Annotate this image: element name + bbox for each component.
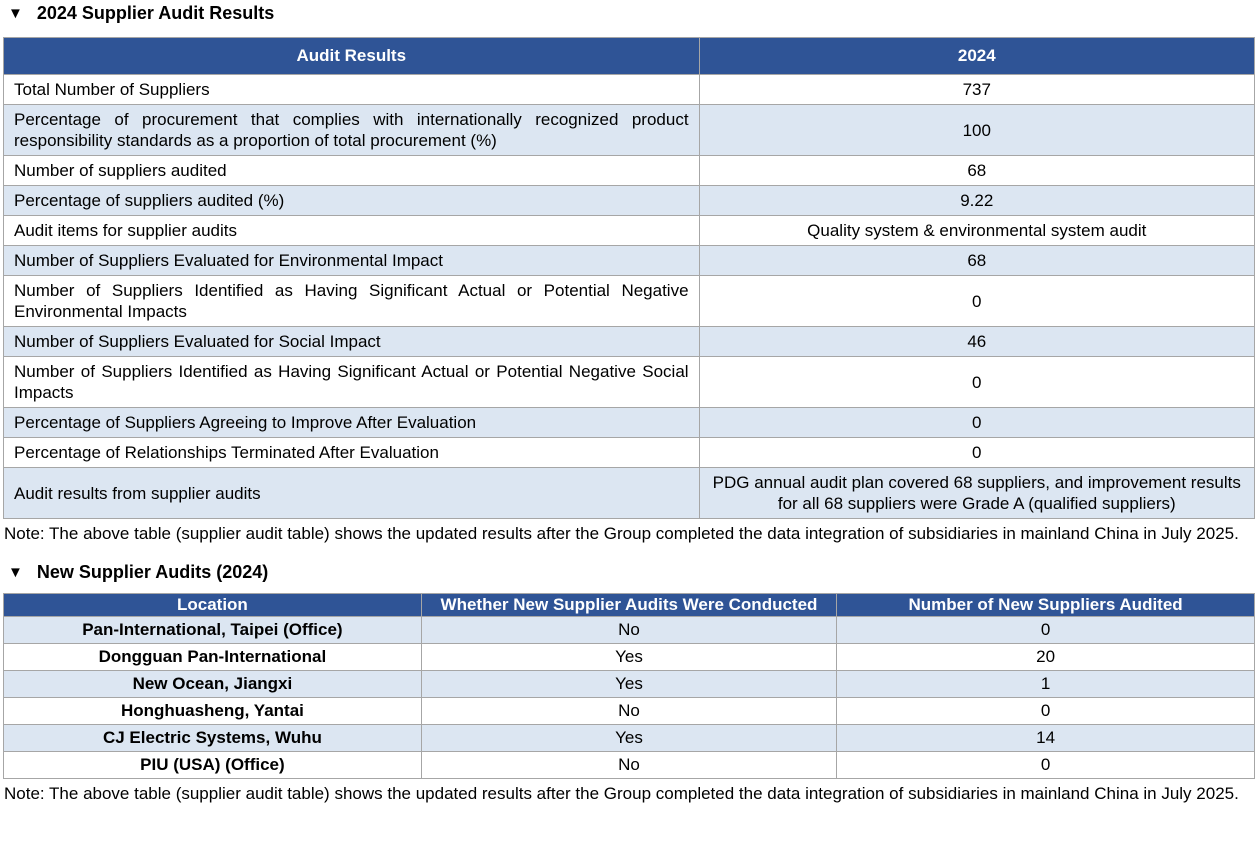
t1-header-audit-results: Audit Results [3, 37, 700, 75]
table-header-row: Audit Results 2024 [3, 37, 1256, 75]
location-cell: PIU (USA) (Office) [3, 751, 422, 779]
table-row: Number of Suppliers Identified as Having… [3, 356, 1256, 408]
table-row: Percentage of Relationships Terminated A… [3, 437, 1256, 468]
location-cell: Pan-International, Taipei (Office) [3, 616, 422, 644]
row-label-cell: Audit results from supplier audits [3, 467, 700, 519]
table-row: Pan-International, Taipei (Office) No 0 [3, 616, 1255, 644]
row-value-cell: PDG annual audit plan covered 68 supplie… [698, 467, 1256, 519]
conducted-cell: Yes [420, 724, 838, 752]
row-value-cell: 737 [698, 74, 1256, 105]
row-label-cell: Number of Suppliers Identified as Having… [3, 356, 700, 408]
row-label-cell: Percentage of Relationships Terminated A… [3, 437, 700, 468]
row-label-cell: Percentage of suppliers audited (%) [3, 185, 700, 216]
section2-title: New Supplier Audits (2024) [36, 562, 269, 582]
location-cell: New Ocean, Jiangxi [3, 670, 422, 698]
row-label-cell: Number of suppliers audited [3, 155, 700, 186]
row-value-cell: 0 [698, 407, 1256, 438]
table-row: Number of suppliers audited 68 [3, 155, 1256, 186]
table-row: Number of Suppliers Identified as Having… [3, 275, 1256, 327]
row-value-cell: 0 [698, 437, 1256, 468]
row-label-cell: Audit items for supplier audits [3, 215, 700, 246]
conducted-cell: Yes [420, 643, 838, 671]
row-label-cell: Number of Suppliers Identified as Having… [3, 275, 700, 327]
table-row: Number of Suppliers Evaluated for Enviro… [3, 245, 1256, 276]
section2-note: Note: The above table (supplier audit ta… [4, 784, 1239, 803]
table-row: Percentage of procurement that complies … [3, 104, 1256, 156]
conducted-cell: Yes [420, 670, 838, 698]
count-cell: 20 [836, 643, 1255, 671]
count-cell: 0 [836, 697, 1255, 725]
row-value-cell: 100 [698, 104, 1256, 156]
table-row: Percentage of suppliers audited (%) 9.22 [3, 185, 1256, 216]
count-cell: 0 [836, 751, 1255, 779]
row-label-cell: Total Number of Suppliers [3, 74, 700, 105]
new-supplier-audits-table: Location Whether New Supplier Audits Wer… [3, 593, 1255, 779]
supplier-audit-results-table: Audit Results 2024 Total Number of Suppl… [3, 37, 1256, 519]
conducted-cell: No [420, 616, 838, 644]
row-label-cell: Number of Suppliers Evaluated for Social… [3, 326, 700, 357]
table-row: PIU (USA) (Office) No 0 [3, 751, 1255, 779]
row-value-cell: Quality system & environmental system au… [698, 215, 1256, 246]
location-cell: CJ Electric Systems, Wuhu [3, 724, 422, 752]
t2-header-count: Number of New Suppliers Audited [836, 593, 1255, 617]
conducted-cell: No [420, 751, 838, 779]
table-row: CJ Electric Systems, Wuhu Yes 14 [3, 724, 1255, 752]
section1-title: 2024 Supplier Audit Results [36, 3, 275, 23]
row-label-cell: Percentage of Suppliers Agreeing to Impr… [3, 407, 700, 438]
row-value-cell: 68 [698, 155, 1256, 186]
location-cell: Dongguan Pan-International [3, 643, 422, 671]
count-cell: 14 [836, 724, 1255, 752]
count-cell: 0 [836, 616, 1255, 644]
row-label-cell: Percentage of procurement that complies … [3, 104, 700, 156]
t1-header-2024: 2024 [698, 37, 1256, 75]
table-row: Audit items for supplier audits Quality … [3, 215, 1256, 246]
row-value-cell: 68 [698, 245, 1256, 276]
triangle-marker-icon: ▼ [8, 5, 23, 22]
t2-header-conducted: Whether New Supplier Audits Were Conduct… [420, 593, 838, 617]
table-row: Number of Suppliers Evaluated for Social… [3, 326, 1256, 357]
table-row: Audit results from supplier audits PDG a… [3, 467, 1256, 519]
table-row: New Ocean, Jiangxi Yes 1 [3, 670, 1255, 698]
section1-note: Note: The above table (supplier audit ta… [4, 524, 1239, 543]
table-row: Honghuasheng, Yantai No 0 [3, 697, 1255, 725]
row-value-cell: 0 [698, 356, 1256, 408]
section2-heading: ▼ New Supplier Audits (2024) [8, 561, 1255, 585]
table-header-row: Location Whether New Supplier Audits Wer… [3, 593, 1255, 617]
triangle-marker-icon: ▼ [8, 564, 23, 581]
table-row: Dongguan Pan-International Yes 20 [3, 643, 1255, 671]
row-value-cell: 0 [698, 275, 1256, 327]
conducted-cell: No [420, 697, 838, 725]
table-row: Total Number of Suppliers 737 [3, 74, 1256, 105]
row-value-cell: 9.22 [698, 185, 1256, 216]
count-cell: 1 [836, 670, 1255, 698]
t2-header-location: Location [3, 593, 422, 617]
section1-heading: ▼ 2024 Supplier Audit Results [8, 2, 1255, 26]
table-row: Percentage of Suppliers Agreeing to Impr… [3, 407, 1256, 438]
row-label-cell: Number of Suppliers Evaluated for Enviro… [3, 245, 700, 276]
location-cell: Honghuasheng, Yantai [3, 697, 422, 725]
row-value-cell: 46 [698, 326, 1256, 357]
